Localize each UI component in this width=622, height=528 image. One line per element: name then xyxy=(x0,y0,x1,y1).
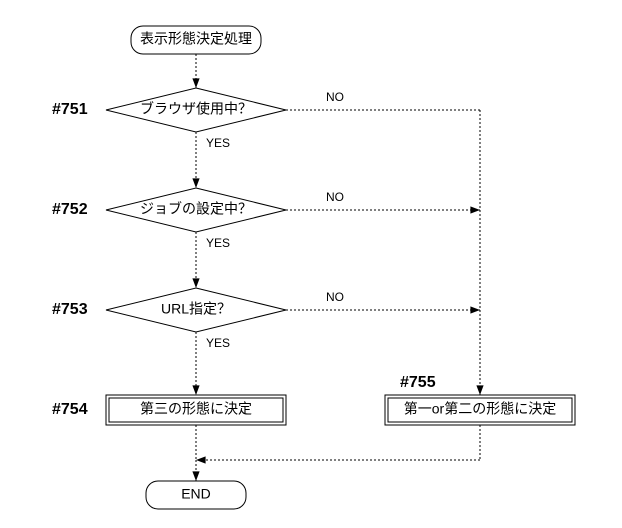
step-label: #751 xyxy=(52,101,88,118)
decision-text-751: ブラウザ使用中？ xyxy=(140,101,252,117)
process-right-text: 第一or第二の形態に決定 xyxy=(404,401,556,417)
arrowhead xyxy=(192,471,199,481)
arrowhead xyxy=(192,385,199,395)
yes-label: YES xyxy=(206,136,230,150)
arrowhead xyxy=(196,456,206,463)
flowchart: 表示形態決定処理 #751 ブラウザ使用中？ YES NO #752 ジョブの設定中？ YES… xyxy=(0,0,622,528)
step-label: #755 xyxy=(400,374,436,391)
start-label: 表示形態決定処理 xyxy=(140,31,252,47)
yes-label: YES xyxy=(206,236,230,250)
arrowhead xyxy=(192,178,199,188)
arrowhead xyxy=(192,78,199,88)
process-left-text: 第三の形態に決定 xyxy=(140,401,252,417)
arrowhead xyxy=(476,385,483,395)
decision-text-752: ジョブの設定中？ xyxy=(140,201,252,217)
no-label: NO xyxy=(326,290,344,304)
decision-text-753: URL指定？ xyxy=(161,301,231,317)
end-label: END xyxy=(181,486,211,502)
step-label: #753 xyxy=(52,301,88,318)
no-label: NO xyxy=(326,90,344,104)
arrowhead xyxy=(192,278,199,288)
arrowhead xyxy=(470,206,480,213)
arrowhead xyxy=(470,306,480,313)
step-label: #752 xyxy=(52,201,88,218)
no-label: NO xyxy=(326,190,344,204)
step-label: #754 xyxy=(52,401,88,418)
yes-label: YES xyxy=(206,336,230,350)
